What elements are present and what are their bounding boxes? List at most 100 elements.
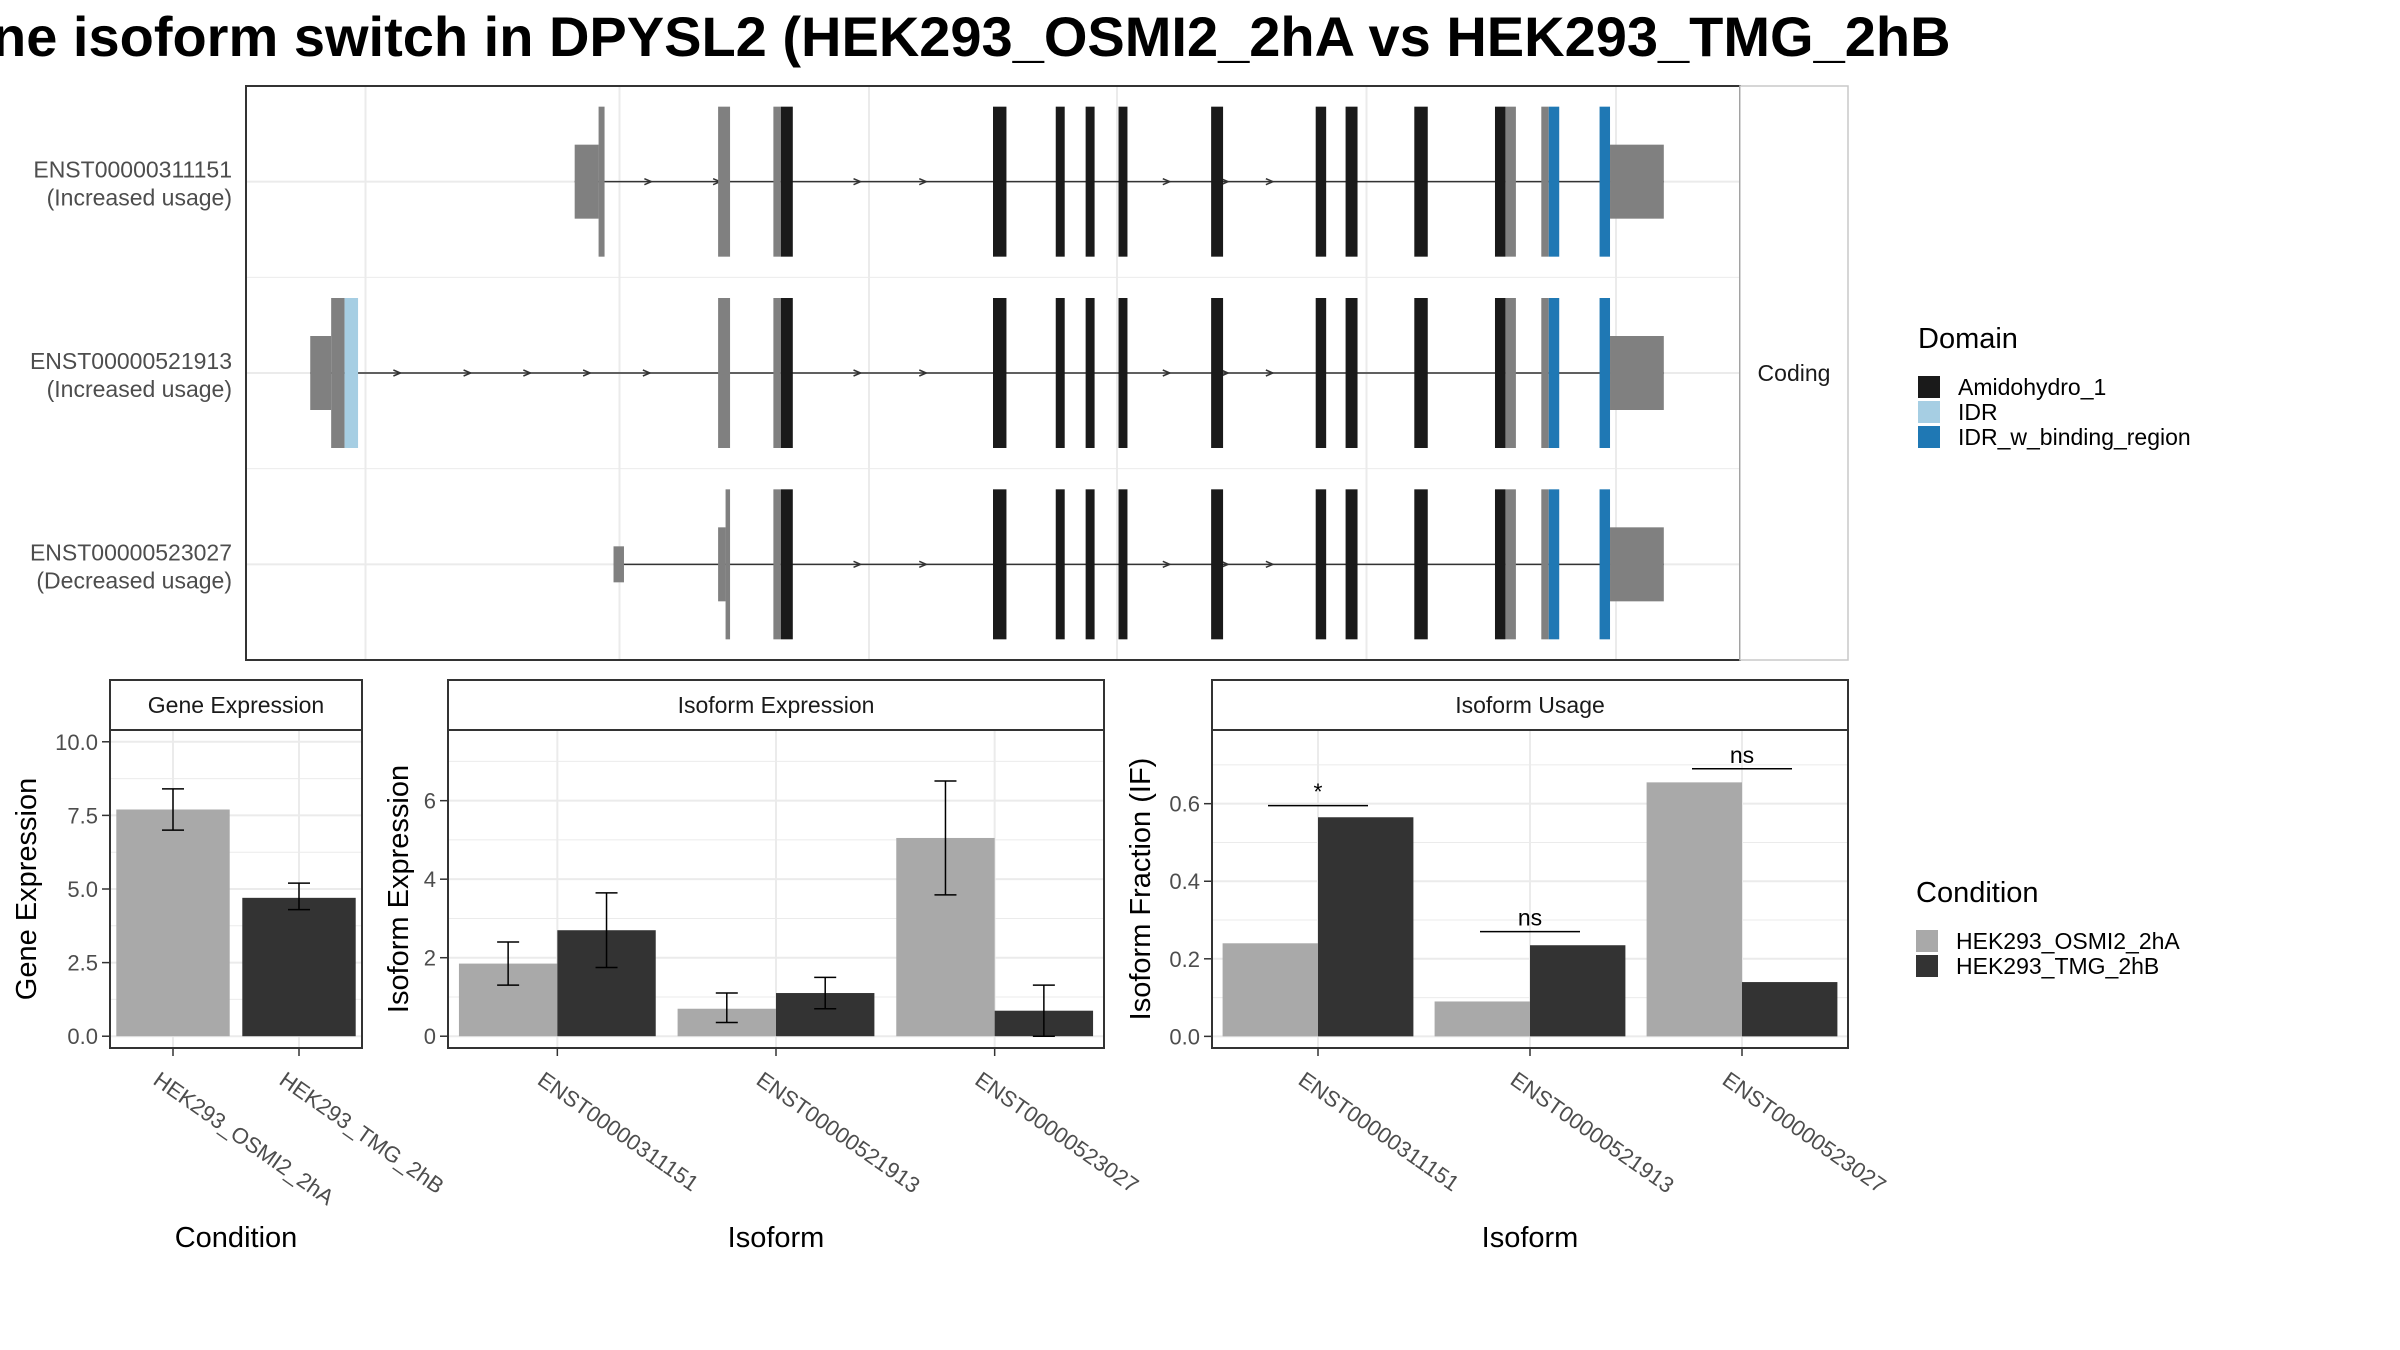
isoform-id-label: ENST00000311151 [33, 157, 232, 183]
facet-strip [447, 679, 1105, 731]
y-axis-title: Isoform Expression [383, 765, 415, 1013]
isoform-row-ENST00000523027 [613, 489, 1664, 640]
panel-isoform-expression: Isoform Expression 0 2 4 6 ENST00000311151 ENS… [383, 679, 1143, 1254]
legends: Domain Amidohydro_1IDRIDR_w_binding_regio… [1916, 323, 2191, 979]
x-tick-label: ENST00000311151 [1294, 1067, 1464, 1196]
bar [1434, 1001, 1530, 1037]
facet-strip-label: Gene Expression [148, 692, 324, 718]
y-tick-label: 0.6 [1169, 792, 1200, 817]
exon-idr [344, 298, 359, 448]
strand-arrow [523, 369, 533, 377]
legend-key [1916, 955, 1938, 977]
y-axis-title: Isoform Fraction (IF) [1125, 758, 1157, 1021]
significance-label: ns [1730, 742, 1754, 768]
facet-strip [1211, 679, 1849, 731]
strand-arrow [1220, 560, 1230, 569]
exon-amidohydro [1494, 489, 1506, 640]
facet-strip-label: Coding [1758, 360, 1831, 386]
y-tick-label: 0.0 [1169, 1024, 1200, 1049]
y-tick-label: 0.2 [1169, 947, 1200, 972]
exon-utr [1505, 106, 1516, 257]
strand-arrow [393, 369, 403, 377]
legend-label: IDR_w_binding_region [1958, 424, 2191, 450]
exon-utr [1610, 144, 1664, 219]
exon-amidohydro [780, 298, 793, 448]
strand-arrow [642, 369, 652, 377]
legend-label: Amidohydro_1 [1958, 374, 2106, 400]
gene-structure-panel: ENST00000311151(Increased usage)ENST0000… [30, 85, 1849, 661]
exon-utr [1610, 336, 1664, 410]
exon-utr [613, 546, 624, 583]
y-tick-label: 0.4 [1169, 869, 1200, 894]
exon-amidohydro [1494, 106, 1506, 257]
exon-amidohydro [1118, 298, 1128, 448]
exon-amidohydro [1414, 106, 1428, 257]
exon-amidohydro [993, 106, 1007, 257]
facet-strip [1739, 85, 1849, 661]
strand-arrow [853, 369, 863, 377]
significance-label: ns [1518, 905, 1542, 931]
exon-utr [773, 106, 781, 257]
x-axis-title: Isoform [1482, 1222, 1579, 1254]
strand-arrow [918, 560, 929, 569]
strand-arrow [853, 177, 863, 186]
isoform-row-ENST00000311151 [574, 106, 1664, 257]
bar [1742, 982, 1838, 1037]
exon-idr_binding [1599, 489, 1611, 640]
exon-utr [1541, 489, 1549, 640]
legend-title: Condition [1916, 877, 2039, 909]
legend-key [1916, 930, 1938, 952]
bar [1530, 945, 1626, 1037]
exon-amidohydro [1055, 106, 1065, 257]
strand-arrow [918, 177, 929, 186]
exon-amidohydro [1118, 106, 1128, 257]
facet-strip-label: Isoform Expression [678, 692, 875, 718]
exon-idr_binding [1548, 106, 1560, 257]
strand-arrow [1265, 560, 1275, 569]
exon-amidohydro [1414, 489, 1428, 640]
exon-amidohydro [1494, 298, 1506, 448]
exon-amidohydro [1211, 106, 1224, 257]
strand-arrow [1265, 369, 1275, 377]
exon-idr_binding [1548, 298, 1560, 448]
x-tick-label: ENST00000521913 [1506, 1067, 1679, 1198]
y-tick-label: 5.0 [67, 877, 98, 902]
strand-arrow [1220, 177, 1230, 186]
exon-utr [718, 106, 731, 257]
isoform-id-label: ENST00000523027 [30, 539, 232, 565]
strand-arrow [1162, 369, 1172, 377]
exon-utr [773, 298, 781, 448]
exon-amidohydro [1345, 489, 1358, 640]
exon-utr [725, 489, 731, 640]
exon-utr [1541, 298, 1549, 448]
exon-amidohydro [1055, 489, 1065, 640]
y-tick-label: 0 [424, 1024, 436, 1049]
x-axis-title: Isoform [728, 1222, 825, 1254]
y-tick-label: 7.5 [67, 803, 98, 828]
strand-arrow [1162, 560, 1172, 569]
exon-utr [574, 144, 599, 219]
exon-amidohydro [993, 298, 1007, 448]
exon-utr [718, 527, 726, 602]
exon-amidohydro [1211, 298, 1224, 448]
bar [116, 809, 230, 1037]
exon-amidohydro [1315, 106, 1327, 257]
exon-amidohydro [780, 489, 793, 640]
isoform-usage-label: (Increased usage) [47, 376, 232, 402]
legend-key [1918, 426, 1940, 448]
exon-utr [598, 106, 605, 257]
y-tick-label: 4 [424, 867, 436, 892]
exon-utr [773, 489, 781, 640]
isoform-usage-label: (Increased usage) [47, 185, 232, 211]
legend-label: HEK293_OSMI2_2hA [1956, 928, 2180, 954]
exon-amidohydro [1055, 298, 1065, 448]
significance-label: * [1314, 779, 1323, 805]
exon-idr_binding [1548, 489, 1560, 640]
y-tick-label: 2.5 [67, 951, 98, 976]
bar [1646, 782, 1742, 1037]
exon-utr [1505, 298, 1516, 448]
exon-utr [331, 298, 345, 448]
